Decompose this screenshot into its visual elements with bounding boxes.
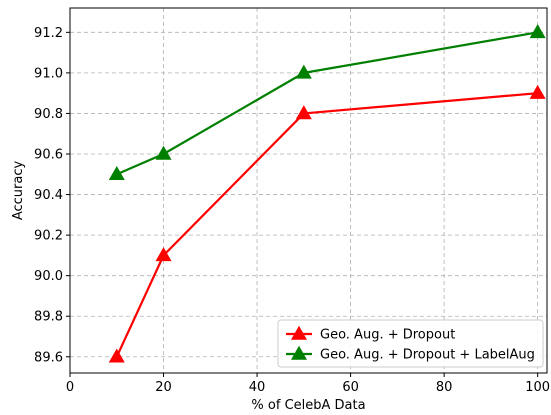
y-tick-label: 90.8 bbox=[34, 107, 63, 122]
legend-box bbox=[277, 319, 544, 368]
series-line bbox=[116, 31, 538, 176]
series-1 bbox=[108, 84, 546, 363]
series-line bbox=[115, 92, 538, 358]
data-point-marker bbox=[529, 24, 546, 39]
data-point-marker bbox=[155, 247, 172, 262]
data-point-marker bbox=[155, 145, 172, 160]
series-layer bbox=[108, 24, 546, 363]
y-tick-label: 90.4 bbox=[34, 188, 63, 203]
legend-entry: Geo. Aug. + Dropout bbox=[286, 325, 455, 343]
y-tick-label: 91.0 bbox=[34, 66, 63, 81]
axis-ticks: 0 20 40 60 80 100 89.6 89.8 90.0 90.2 90.4 90.6 90.8… bbox=[34, 26, 550, 395]
x-tick-label: 40 bbox=[249, 380, 266, 395]
legend-label: Geo. Aug. + Dropout + LabelAug bbox=[320, 348, 535, 363]
y-tick-label: 90.0 bbox=[34, 269, 63, 284]
y-axis-label: Accuracy bbox=[11, 161, 26, 221]
data-point-marker bbox=[529, 84, 546, 99]
plot-frame bbox=[69, 7, 548, 374]
legend-marker bbox=[290, 325, 308, 340]
y-tick-label: 90.2 bbox=[34, 229, 63, 244]
x-tick-label: 100 bbox=[525, 380, 550, 395]
legend-label: Geo. Aug. + Dropout bbox=[320, 328, 455, 343]
data-point-marker bbox=[108, 166, 125, 181]
data-point-marker bbox=[295, 105, 312, 120]
grid bbox=[69, 8, 547, 373]
series-2 bbox=[108, 24, 546, 181]
x-tick-label: 0 bbox=[66, 380, 74, 395]
y-tick-label: 89.6 bbox=[34, 350, 63, 365]
x-axis-label: % of CelebA Data bbox=[251, 398, 365, 413]
y-tick-label: 91.2 bbox=[34, 26, 63, 41]
x-tick-label: 60 bbox=[342, 380, 359, 395]
data-point-marker bbox=[108, 348, 125, 363]
legend-entry: Geo. Aug. + Dropout + LabelAug bbox=[286, 345, 535, 363]
y-tick-label: 90.6 bbox=[34, 148, 63, 163]
x-tick-label: 20 bbox=[155, 380, 172, 395]
legend: Geo. Aug. + Dropout Geo. Aug. + Dropout +… bbox=[277, 319, 544, 368]
legend-marker bbox=[290, 345, 308, 360]
x-tick-label: 80 bbox=[436, 380, 453, 395]
y-tick-label: 89.8 bbox=[34, 310, 63, 325]
data-point-marker bbox=[295, 64, 312, 79]
